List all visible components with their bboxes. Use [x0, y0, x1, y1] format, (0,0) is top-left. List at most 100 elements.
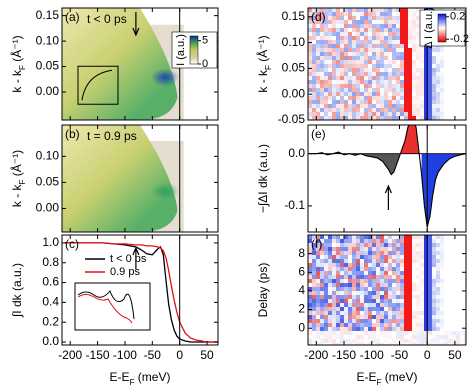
cell — [456, 279, 460, 283]
cell — [456, 80, 460, 84]
cell — [340, 116, 344, 120]
cell — [440, 251, 444, 255]
label-unit: (Å⁻¹) — [255, 35, 270, 65]
cell — [376, 96, 380, 100]
cell — [320, 100, 324, 104]
cell — [356, 32, 360, 36]
cell — [408, 271, 412, 275]
cell — [356, 24, 360, 28]
cell — [324, 267, 328, 271]
cell — [312, 271, 316, 275]
cell — [308, 64, 312, 68]
cell — [456, 315, 460, 319]
cell — [332, 92, 336, 96]
cell — [452, 287, 456, 291]
cell — [360, 287, 364, 291]
cell — [404, 16, 408, 20]
cell — [448, 64, 452, 68]
cell — [316, 335, 320, 339]
cell — [444, 343, 448, 345]
cell — [340, 331, 344, 335]
cell — [412, 295, 416, 299]
cell — [416, 92, 420, 96]
cell — [444, 323, 448, 327]
cell — [428, 343, 432, 345]
cell — [408, 303, 412, 307]
cell — [440, 235, 444, 239]
cell — [400, 32, 404, 36]
cell — [460, 247, 464, 251]
cell — [460, 271, 464, 275]
cell — [448, 60, 452, 64]
cell — [364, 28, 368, 32]
cell — [352, 68, 356, 72]
cell — [380, 104, 384, 108]
cell — [392, 96, 396, 100]
cell — [452, 343, 456, 345]
cell — [456, 72, 460, 76]
cell — [452, 96, 456, 100]
cell — [376, 108, 380, 112]
cell — [320, 335, 324, 339]
cell — [404, 56, 408, 60]
cell — [344, 72, 348, 76]
cell — [368, 36, 372, 40]
cell — [320, 28, 324, 32]
cell — [316, 299, 320, 303]
cell — [384, 80, 388, 84]
cell — [444, 100, 448, 104]
cell — [336, 64, 340, 68]
cell — [412, 287, 416, 291]
cell — [336, 327, 340, 331]
cell — [348, 287, 352, 291]
cell — [392, 12, 396, 16]
cell — [380, 24, 384, 28]
cell — [376, 251, 380, 255]
cell — [436, 259, 440, 263]
cell — [324, 20, 328, 24]
cell — [432, 271, 436, 275]
cell — [424, 307, 428, 311]
cell — [432, 287, 436, 291]
cell — [444, 76, 448, 80]
cell — [452, 279, 456, 283]
cell — [356, 36, 360, 40]
cell — [348, 335, 352, 339]
cell — [412, 60, 416, 64]
cell — [344, 112, 348, 116]
cell — [356, 40, 360, 44]
cell — [336, 72, 340, 76]
band — [62, 125, 178, 232]
cell — [344, 235, 348, 239]
cell — [456, 339, 460, 343]
cell — [428, 116, 432, 120]
cell — [332, 28, 336, 32]
cell — [428, 247, 432, 251]
cell — [372, 84, 376, 88]
cell — [380, 255, 384, 259]
cell — [428, 60, 432, 64]
cell — [396, 60, 400, 64]
cell — [448, 287, 452, 291]
cell — [348, 116, 352, 120]
cell — [436, 239, 440, 243]
cell — [344, 104, 348, 108]
cell — [416, 48, 420, 52]
cell — [372, 327, 376, 331]
cell — [420, 251, 424, 255]
cell — [388, 24, 392, 28]
y-tick-label: 0.00 — [282, 86, 306, 100]
cell — [380, 307, 384, 311]
cell — [408, 243, 412, 247]
cell — [392, 104, 396, 108]
cell — [340, 263, 344, 267]
cell — [336, 315, 340, 319]
cell — [324, 80, 328, 84]
cell — [324, 60, 328, 64]
cell — [416, 32, 420, 36]
cell — [372, 243, 376, 247]
cell — [416, 72, 420, 76]
cell — [456, 247, 460, 251]
y-tick-label: 2 — [298, 302, 305, 316]
cell — [448, 76, 452, 80]
